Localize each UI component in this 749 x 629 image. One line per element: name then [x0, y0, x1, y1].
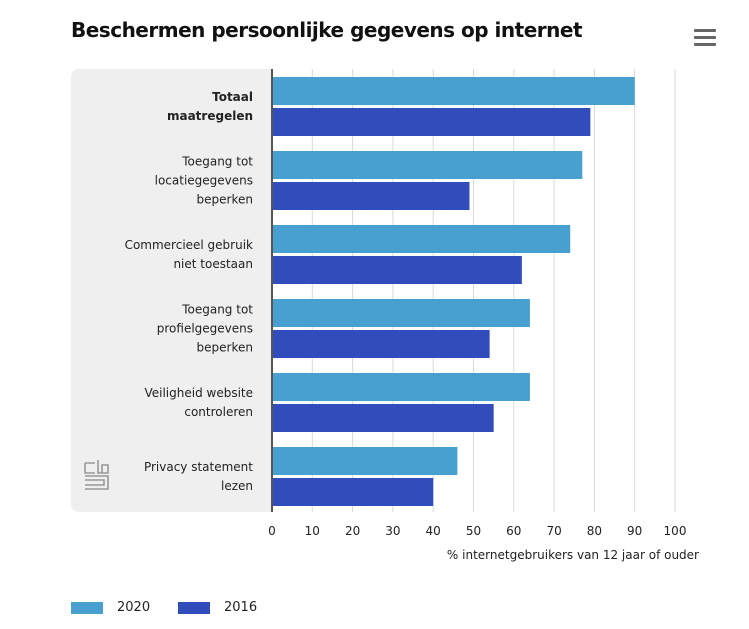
legend-item-2020[interactable]: 2020 [71, 600, 150, 615]
bar-2016 [272, 256, 522, 284]
category-label: Totaal [212, 90, 253, 104]
hamburger-menu-icon[interactable] [694, 29, 716, 47]
x-tick-label: 60 [506, 524, 521, 538]
legend-swatch [178, 601, 210, 614]
bar-2020 [272, 77, 635, 105]
cbs-logo [84, 460, 109, 490]
category-label: maatregelen [167, 109, 253, 123]
x-axis-label: % internetgebruikers van 12 jaar of oude… [446, 548, 699, 562]
bar-2016 [272, 182, 470, 210]
bar-2020 [272, 151, 583, 179]
category-label: beperken [197, 341, 253, 355]
category-label: profielgegevens [157, 322, 253, 336]
x-tick-label: 40 [426, 524, 441, 538]
category-label: Toegang tot [181, 155, 253, 169]
x-tick-label: 90 [627, 524, 642, 538]
legend-item-2016[interactable]: 2016 [178, 600, 257, 615]
x-tick-label: 10 [305, 524, 320, 538]
bar-2020 [272, 225, 571, 253]
category-label: Toegang tot [181, 303, 253, 317]
legend-swatch [71, 601, 103, 614]
bar-2016 [272, 108, 591, 136]
bar-2016 [272, 330, 490, 358]
bar-2020 [272, 373, 530, 401]
x-tick-label: 30 [385, 524, 400, 538]
category-label: Privacy statement [144, 460, 253, 474]
category-label: locatiegegevens [155, 174, 253, 188]
x-tick-label: 0 [268, 524, 276, 538]
category-label: beperken [197, 193, 253, 207]
category-label: niet toestaan [173, 257, 253, 271]
bar-2020 [272, 447, 458, 475]
bar-2016 [272, 404, 494, 432]
x-tick-label: 70 [546, 524, 561, 538]
x-tick-label: 50 [466, 524, 481, 538]
x-tick-label: 80 [587, 524, 602, 538]
bar-2016 [272, 478, 434, 506]
legend-label: 2016 [224, 600, 258, 615]
x-tick-label: 20 [345, 524, 360, 538]
bar-2020 [272, 299, 530, 327]
category-label: controleren [184, 405, 253, 419]
category-label: Commercieel gebruik [125, 238, 253, 252]
category-label: lezen [221, 479, 253, 493]
category-label: Veiligheid website [144, 386, 253, 400]
category-panel [71, 69, 272, 512]
x-tick-label: 100 [664, 524, 687, 538]
legend-label: 2020 [117, 600, 151, 615]
chart-title: Beschermen persoonlijke gegevens op inte… [71, 18, 583, 42]
